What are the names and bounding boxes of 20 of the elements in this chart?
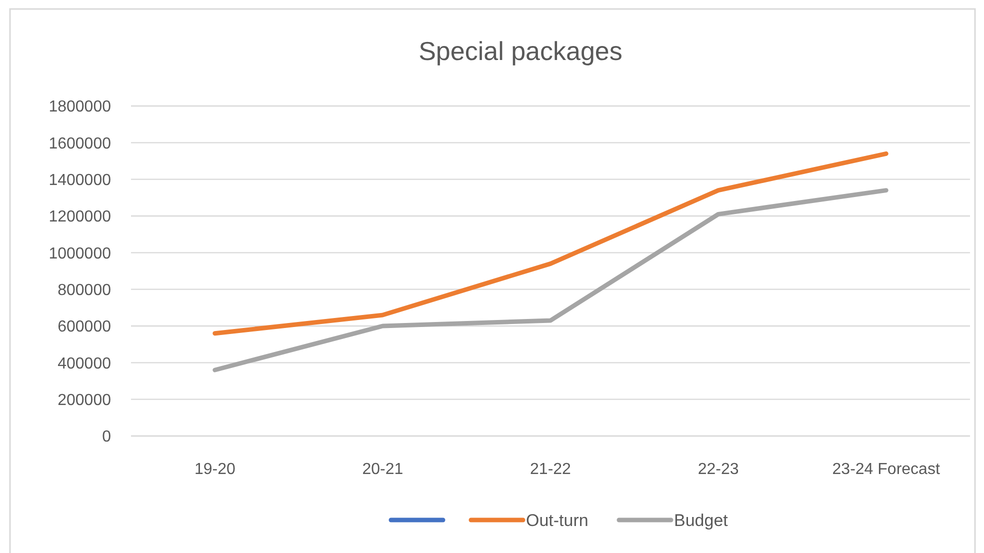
legend-label: Out-turn bbox=[526, 510, 588, 530]
y-tick-label: 1800000 bbox=[48, 98, 112, 116]
x-tick-label: 22-23 bbox=[698, 461, 739, 478]
y-tick-label: 1400000 bbox=[48, 172, 112, 189]
y-tick-label: 1000000 bbox=[48, 245, 112, 262]
y-tick-label: 1600000 bbox=[48, 135, 112, 152]
line-series bbox=[212, 151, 888, 336]
chart-title: Special packages bbox=[418, 36, 622, 66]
y-tick-label: 800000 bbox=[58, 282, 112, 299]
x-tick-label: 20-21 bbox=[362, 461, 404, 478]
line-series bbox=[212, 188, 888, 372]
y-tick-label: 1200000 bbox=[48, 208, 112, 226]
y-tick-label: 0 bbox=[102, 428, 112, 446]
x-tick-label: 23-24 Forecast bbox=[832, 461, 940, 478]
legend-label: Budget bbox=[674, 510, 728, 530]
x-tick-label: 21-22 bbox=[530, 461, 572, 478]
y-tick-label: 400000 bbox=[58, 355, 112, 372]
x-tick-label: 19-20 bbox=[194, 461, 236, 478]
y-tick-label: 600000 bbox=[58, 318, 112, 336]
y-tick-label: 200000 bbox=[58, 392, 112, 409]
